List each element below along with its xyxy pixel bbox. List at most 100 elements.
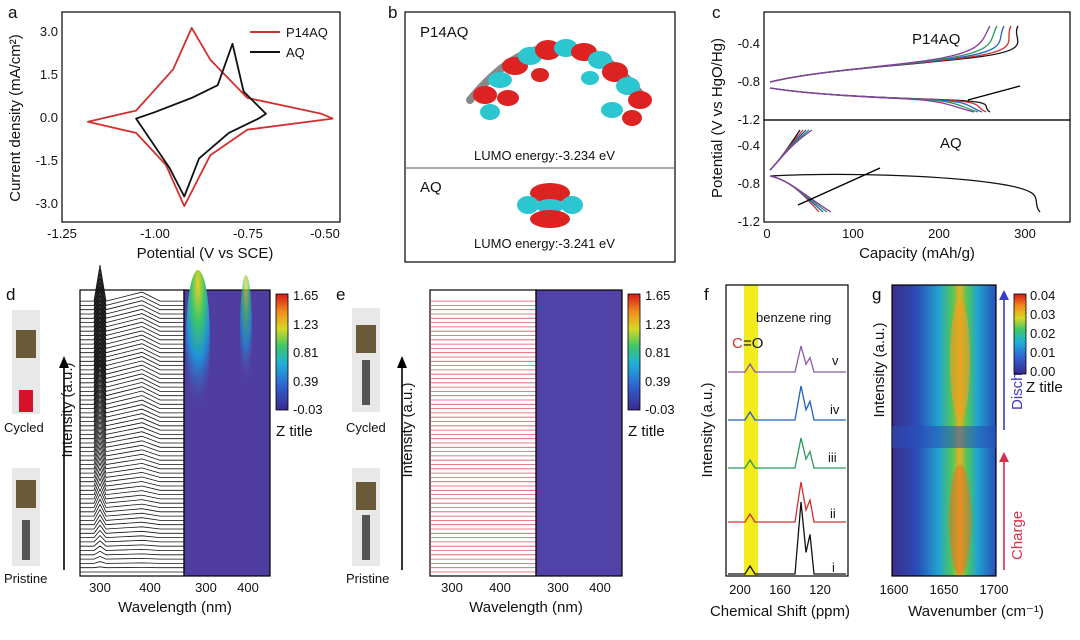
d-spectrum-38 — [80, 374, 184, 410]
a-ytick-1: 1.5 — [40, 67, 58, 82]
d-spectrum-21 — [80, 461, 184, 483]
e-xtick-left-1: 400 — [489, 580, 511, 595]
cv-series-aq — [135, 42, 267, 198]
d-spectrum-55 — [80, 299, 184, 336]
panel-b: b P14AQ LUMO energy:-3.234 eV AQ LUMO en… — [388, 3, 676, 263]
a-xtick-3: -0.50 — [310, 226, 340, 241]
panel-letter-a: a — [8, 3, 18, 22]
c-xtick-2: 200 — [928, 226, 950, 241]
d-spectrum-11 — [80, 514, 184, 526]
b-top-label: P14AQ — [420, 24, 468, 41]
d-spectrum-20 — [80, 466, 184, 487]
d-spectrum-41 — [80, 359, 184, 397]
b-bottom-energy: LUMO energy:-3.241 eV — [474, 236, 615, 251]
f-trace-label-ii: ii — [830, 506, 836, 521]
d-spectrum-27 — [80, 431, 184, 457]
a-xtick-1: -1.00 — [140, 226, 170, 241]
d-spectrum-22 — [80, 456, 184, 478]
g-cbar-tick-1: 0.03 — [1030, 307, 1055, 322]
d-spectrum-23 — [80, 450, 184, 474]
e-xtick-left-0: 300 — [441, 580, 463, 595]
e-cbar-tick-2: 0.81 — [645, 345, 670, 360]
d-spectrum-29 — [80, 421, 184, 448]
d-cbar-title: Z title — [276, 423, 313, 440]
aq-orbital-image — [517, 183, 583, 228]
e-colorbar — [627, 293, 641, 411]
d-cbar-tick-3: 0.39 — [293, 374, 318, 389]
f-trace-label-i: i — [832, 560, 835, 575]
g-cbar-tick-2: 0.02 — [1030, 326, 1055, 341]
d-spectrum-61 — [80, 273, 184, 311]
f-trace-iv — [728, 385, 846, 421]
a-ytick-2: 0.0 — [40, 110, 58, 125]
d-spectrum-40 — [80, 363, 184, 401]
d-spectrum-57 — [80, 290, 184, 328]
panel-a-frame — [61, 11, 341, 223]
d-spectrum-49 — [80, 325, 184, 362]
panel-letter-f: f — [704, 285, 709, 304]
d-spectrum-30 — [80, 415, 184, 444]
d-spectrum-5 — [80, 545, 184, 551]
d-spectrum-9 — [80, 524, 184, 534]
d-xlabel: Wavelength (nm) — [118, 599, 232, 616]
e-xlabel: Wavelength (nm) — [469, 599, 583, 616]
c-ytick-top-1: -0.8 — [738, 74, 760, 89]
d-spectrum-8 — [80, 529, 184, 539]
cv-series-p14aq — [87, 27, 334, 207]
f-xtick-0: 200 — [729, 582, 751, 597]
c-ytick-top-0: -0.4 — [738, 36, 760, 51]
c-top-arrow — [967, 85, 1021, 101]
e-photo-pristine — [352, 468, 380, 566]
d-spectrum-50 — [80, 320, 184, 358]
d-spectrum-51 — [80, 316, 184, 354]
f-trace-label-iii: iii — [828, 450, 837, 465]
f-xlabel: Chemical Shift (ppm) — [710, 603, 850, 620]
d-spectrum-17 — [80, 482, 184, 500]
g-cbar-tick-0: 0.04 — [1030, 288, 1055, 303]
d-spectrum-60 — [80, 277, 184, 315]
g-xtick-0: 1600 — [880, 582, 909, 597]
c-ytick-bottom-0: -0.4 — [738, 138, 760, 153]
e-photo-bottom-label: Pristine — [346, 571, 389, 586]
e-cbar-tick-1: 1.23 — [645, 317, 670, 332]
d-heatmap-hotspot-1 — [186, 270, 210, 410]
d-spectrum-16 — [80, 487, 184, 504]
e-heatmap — [535, 289, 623, 577]
panel-d: d Cycled Pristine Intensity (a.u.) 300 4… — [4, 265, 323, 616]
d-spectrum-6 — [80, 540, 184, 547]
d-spectrum-32 — [80, 405, 184, 435]
g-xlabel: Wavenumber (cm⁻¹) — [908, 603, 1044, 620]
c-bottom-arrow — [797, 167, 881, 206]
panel-e: e Cycled Pristine Intensity (a.u.) 300 4… — [336, 285, 675, 616]
d-colorbar — [275, 293, 289, 411]
d-cbar-tick-0: 1.65 — [293, 288, 318, 303]
d-xtick-left-1: 400 — [139, 580, 161, 595]
d-spectra-stack — [80, 265, 184, 573]
c-top-label: P14AQ — [912, 31, 960, 48]
e-cbar-tick-3: 0.39 — [645, 374, 670, 389]
panel-c-plot-area — [769, 25, 1041, 213]
d-spectrum-52 — [80, 312, 184, 349]
panel-letter-b: b — [388, 3, 397, 22]
d-spectrum-3 — [80, 555, 184, 560]
d-spectrum-35 — [80, 389, 184, 422]
d-spectrum-34 — [80, 395, 184, 427]
c-top-charge-curve-4 — [769, 25, 991, 83]
e-ylabel: Intensity (a.u.) — [399, 382, 416, 477]
d-spectrum-4 — [80, 550, 184, 556]
c-bottom-charge-curve-4 — [769, 129, 813, 171]
f-xtick-2: 120 — [809, 582, 831, 597]
d-arrow-head — [59, 356, 69, 368]
panel-b-frame — [404, 11, 676, 263]
d-heatmap-hotspot-2 — [240, 275, 252, 385]
a-xtick-2: -0.75 — [233, 226, 263, 241]
g-cbar-title: Z title — [1026, 379, 1063, 396]
f-trace-i — [728, 501, 846, 575]
d-spectrum-43 — [80, 351, 184, 388]
e-spectra-stack — [430, 300, 536, 573]
c-top-discharge-curve-4 — [769, 87, 975, 113]
d-spectrum-36 — [80, 384, 184, 418]
c-bottom-label: AQ — [940, 135, 962, 152]
g-colorbar — [1013, 293, 1027, 375]
d-spectrum-14 — [80, 498, 184, 513]
